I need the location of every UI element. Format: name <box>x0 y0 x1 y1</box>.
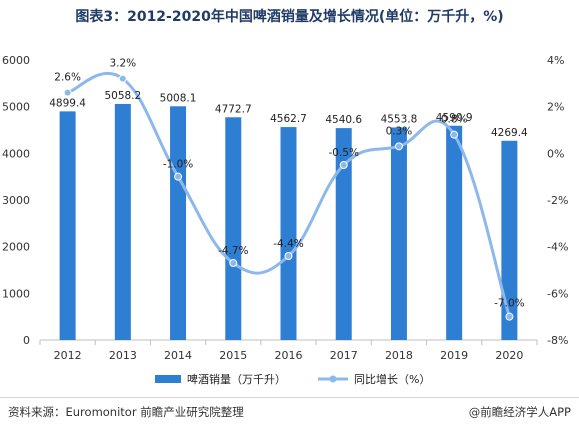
left-tick-label: 5000 <box>2 101 30 114</box>
growth-value-label: -1.0% <box>163 159 193 171</box>
x-axis: 2012 2013 2014 2015 2016 2017 2018 2019 2020 <box>39 339 538 362</box>
bar <box>335 128 352 340</box>
right-y-axis: -8% -6% -4% -2% 0% 2% 4% <box>547 54 568 347</box>
x-tick-label: 2015 <box>219 349 247 362</box>
x-tick-label: 2016 <box>275 349 303 362</box>
growth-point <box>394 142 403 151</box>
bar-value-label: 4269.4 <box>491 127 528 139</box>
right-tick-label: 0% <box>547 147 564 160</box>
right-tick-label: -2% <box>547 194 568 207</box>
x-tick-label: 2018 <box>385 349 413 362</box>
right-tick-label: -6% <box>547 287 568 300</box>
growth-value-label: -0.5% <box>328 147 358 159</box>
bar <box>170 106 187 340</box>
bar-value-label: 4553.8 <box>381 113 418 125</box>
x-tick-label: 2019 <box>440 349 468 362</box>
bar <box>446 125 463 341</box>
growth-point <box>450 130 459 139</box>
bar <box>390 127 407 340</box>
combo-chart: 0 1000 2000 3000 4000 5000 6000 -8% -6% -4% -2% 0%… <box>2 54 568 386</box>
x-tick-label: 2020 <box>495 349 523 362</box>
legend-bar-swatch <box>155 375 181 383</box>
x-tick-label: 2014 <box>164 349 192 362</box>
growth-value-label: 0.3% <box>386 125 413 137</box>
brand-credit: @前瞻经济学人APP <box>468 405 571 419</box>
bar-value-label: 5008.1 <box>160 92 197 104</box>
bar-value-label: 5058.2 <box>104 90 141 102</box>
bar <box>114 103 131 340</box>
bar-value-label: 4772.7 <box>215 103 252 115</box>
right-tick-label: 4% <box>547 54 564 67</box>
right-tick-label: -4% <box>547 241 568 254</box>
growth-value-label: 0.8% <box>441 114 468 126</box>
growth-value-label: 2.6% <box>54 72 81 84</box>
bar-value-label: 4590.9 <box>436 112 473 124</box>
bar-value-label: 4540.6 <box>325 114 362 126</box>
growth-value-label: -7.0% <box>494 298 524 310</box>
bar-value-label: 4562.7 <box>270 113 307 125</box>
growth-point <box>229 259 238 267</box>
bar-series <box>59 103 518 341</box>
growth-point <box>174 172 183 181</box>
bar <box>501 140 518 340</box>
bar <box>280 127 297 340</box>
left-tick-label: 4000 <box>2 147 30 160</box>
growth-line-series <box>63 71 514 321</box>
left-tick-label: 6000 <box>2 54 30 67</box>
growth-point <box>505 312 514 321</box>
data-labels: 4899.4 5058.2 5008.1 4772.7 4562.7 4540.6 4553… <box>49 58 528 310</box>
legend-line-marker <box>329 375 337 383</box>
left-tick-label: 0 <box>23 334 30 347</box>
legend: 啤酒销量（万千升） 同比增长（%） <box>155 372 430 386</box>
legend-bar-label: 啤酒销量（万千升） <box>187 372 286 386</box>
x-tick-label: 2017 <box>330 349 358 362</box>
growth-value-label: 3.2% <box>109 58 136 70</box>
right-tick-label: -8% <box>547 334 568 347</box>
growth-point <box>284 252 293 260</box>
left-tick-label: 3000 <box>2 194 30 207</box>
x-tick-label: 2012 <box>54 349 82 362</box>
growth-point <box>339 161 348 169</box>
growth-point <box>118 74 127 83</box>
legend-line-label: 同比增长（%） <box>354 372 430 386</box>
left-tick-label: 2000 <box>2 241 30 254</box>
footer: 资料来源：Euromonitor 前瞻产业研究院整理 @前瞻经济学人APP <box>8 404 571 424</box>
bar <box>225 117 242 340</box>
x-tick-label: 2013 <box>109 349 137 362</box>
right-tick-label: 2% <box>547 101 564 114</box>
growth-value-label: -4.4% <box>273 238 303 250</box>
bar <box>59 111 76 341</box>
growth-value-label: -4.7% <box>218 245 248 257</box>
bar-value-label: 4899.4 <box>49 97 86 109</box>
growth-point <box>63 88 72 97</box>
footer-divider <box>0 397 579 398</box>
left-y-axis: 0 1000 2000 3000 4000 5000 6000 <box>2 54 30 347</box>
chart-title: 图表3：2012-2020年中国啤酒销量及增长情况(单位：万千升，%) <box>75 9 504 25</box>
left-tick-label: 1000 <box>2 287 30 300</box>
source-note: 资料来源：Euromonitor 前瞻产业研究院整理 <box>8 405 244 419</box>
